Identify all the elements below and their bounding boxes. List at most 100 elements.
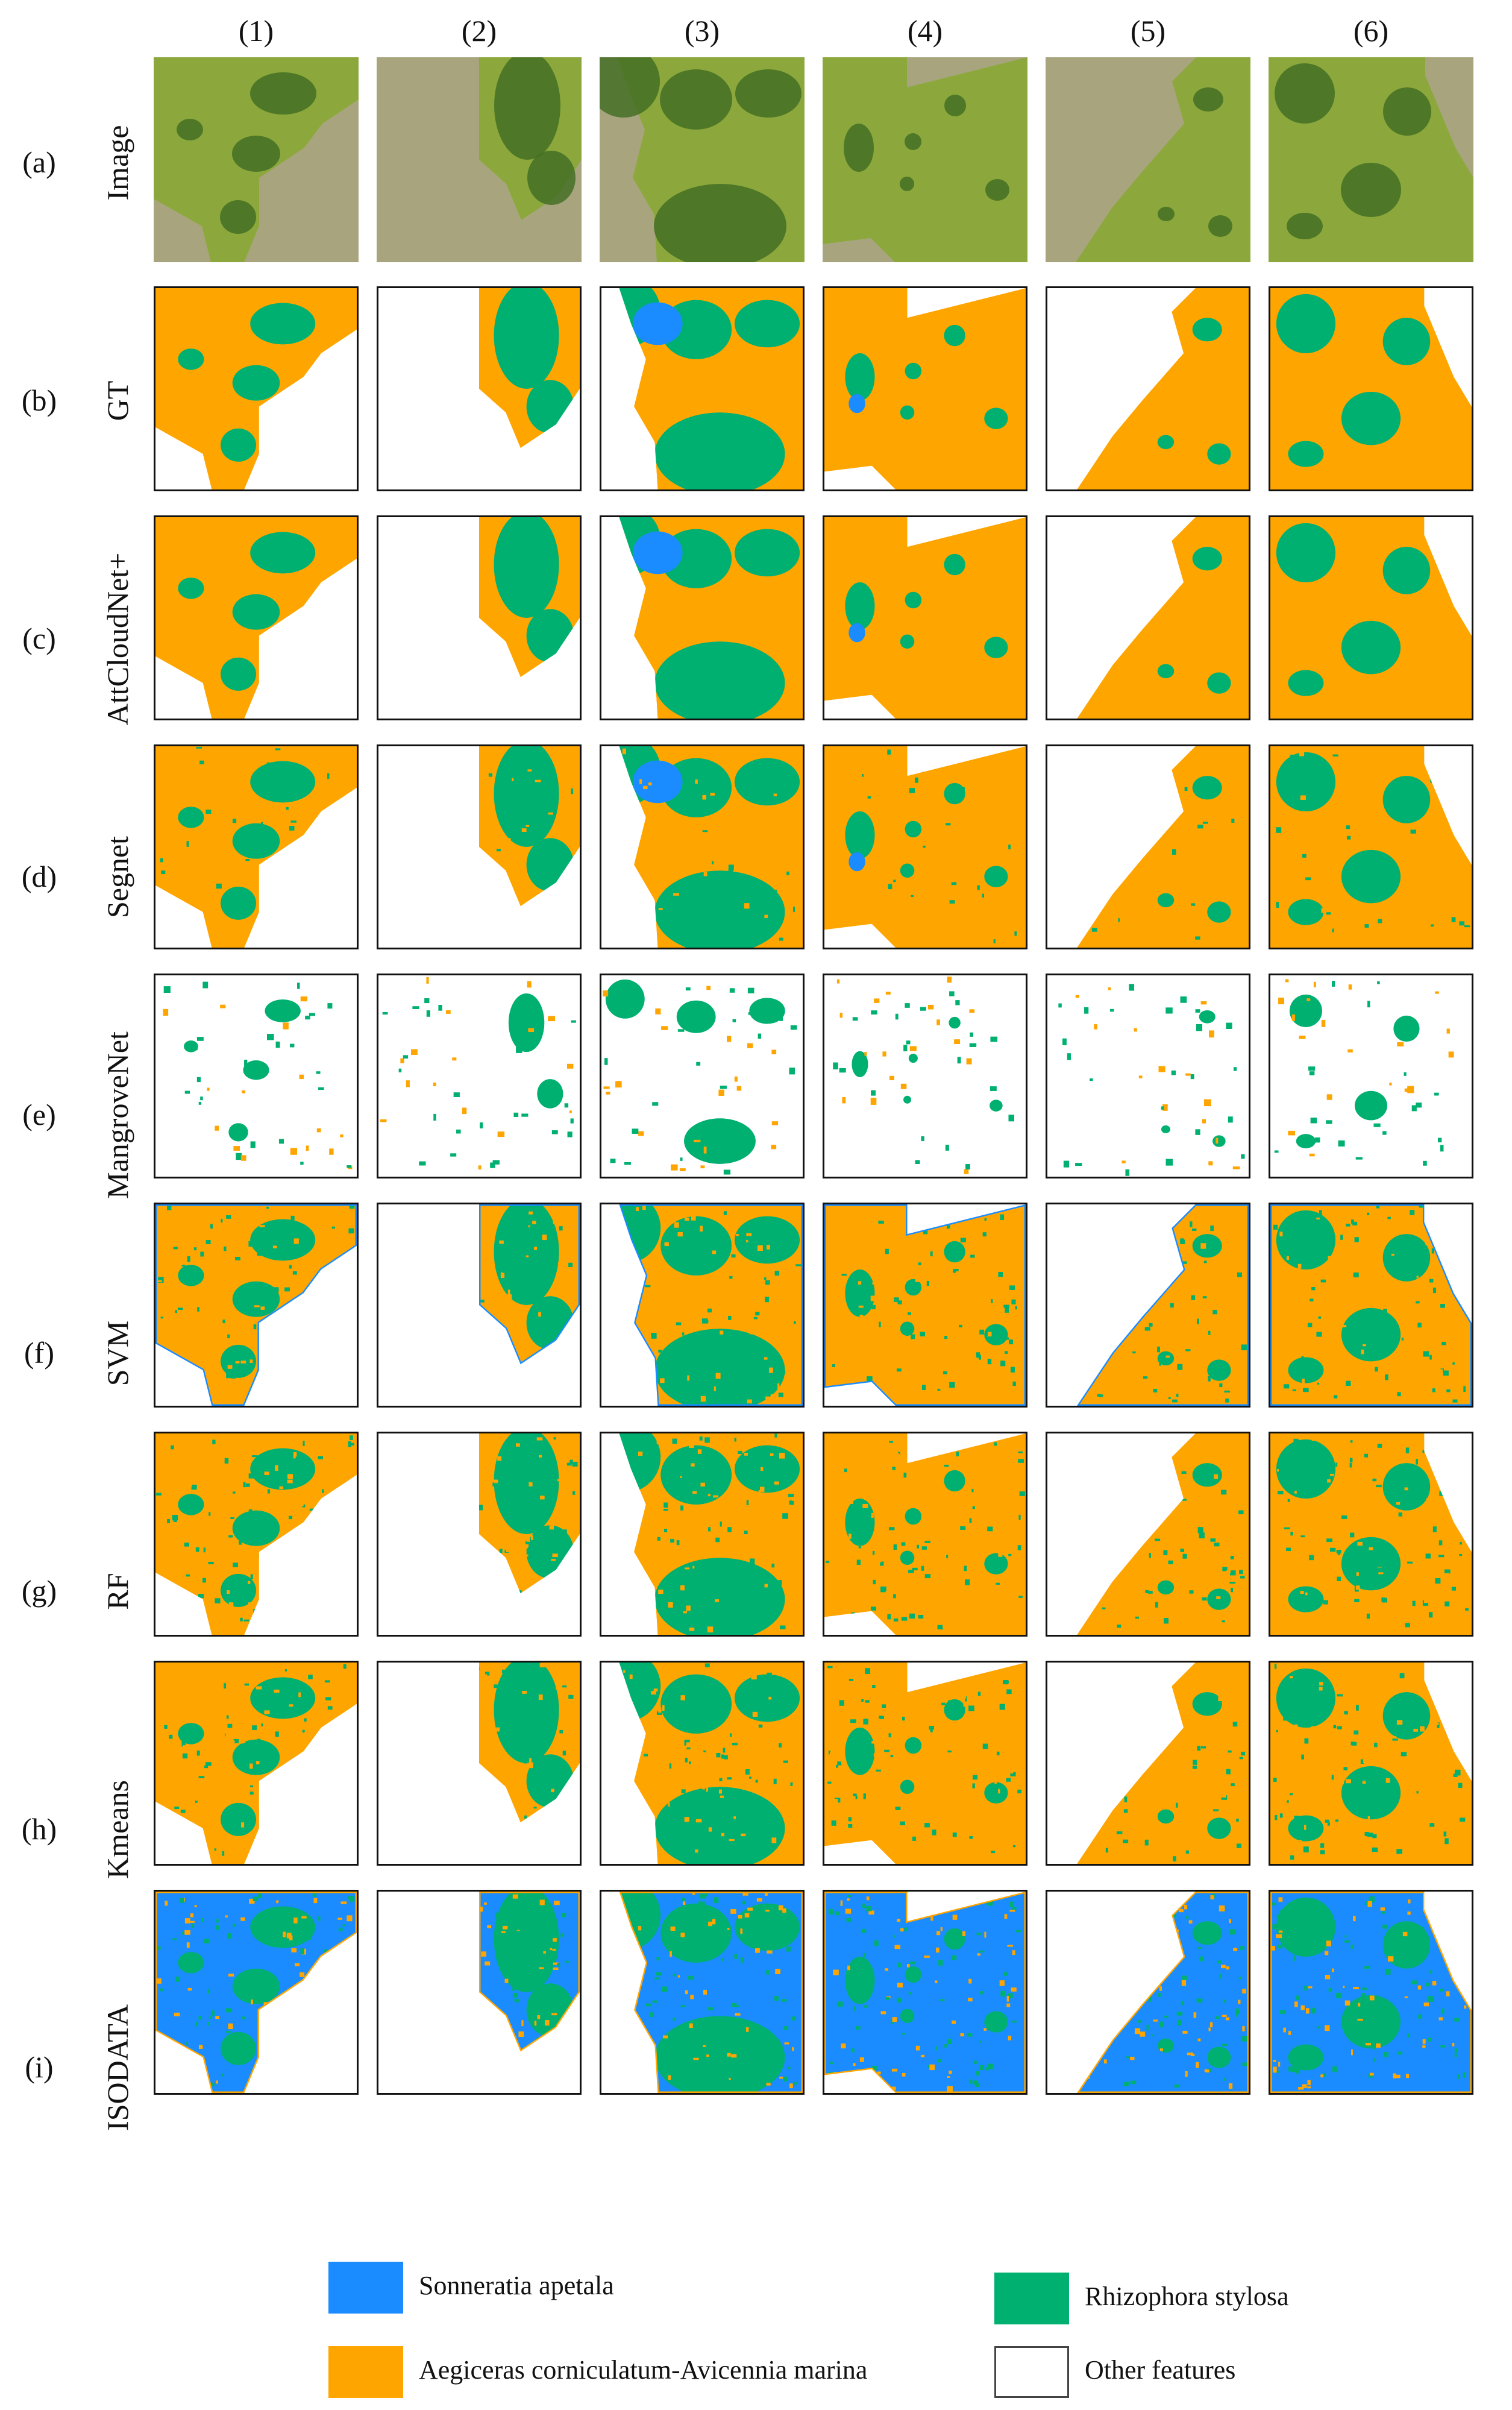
speckle [198, 1348, 203, 1353]
speckle [539, 1967, 544, 1969]
speckle [1307, 1323, 1313, 1327]
rhizophora-region [1207, 443, 1231, 465]
speckle [849, 1500, 853, 1504]
speckle [1126, 2056, 1129, 2059]
speckle [1286, 1547, 1291, 1552]
speckle [272, 1245, 277, 1248]
speckle [901, 1617, 908, 1621]
speckle [1195, 1129, 1200, 1135]
speckle [1412, 1600, 1416, 1606]
speckle [253, 1324, 257, 1330]
speckle [1218, 1810, 1223, 1817]
speckle [246, 1667, 252, 1673]
classification-map-graphic [1047, 517, 1249, 719]
speckle [1277, 1469, 1279, 1472]
speckle [1325, 1380, 1328, 1385]
speckle [936, 1019, 940, 1025]
speckle [209, 1512, 211, 1516]
speckle [750, 1669, 756, 1673]
speckle [1410, 1210, 1415, 1215]
speckle [1273, 1224, 1278, 1230]
other-features-area [378, 1433, 580, 1635]
speckle [982, 1232, 987, 1237]
speckle [703, 1846, 706, 1851]
speckle [1091, 928, 1097, 932]
speckle [782, 1908, 786, 1913]
speckle [1391, 766, 1395, 771]
speckle [569, 1110, 572, 1113]
speckle [1401, 1752, 1407, 1757]
speckle [960, 2033, 964, 2037]
tree-cluster [944, 95, 966, 116]
speckle [895, 853, 900, 860]
speckle [222, 1760, 228, 1763]
speckle [328, 1714, 332, 1719]
speckle [741, 2084, 744, 2088]
speckle [937, 2059, 941, 2063]
speckle [516, 1981, 521, 1987]
speckle [751, 1756, 756, 1760]
speckle [1283, 1715, 1289, 1721]
speckle [1430, 1771, 1434, 1778]
speckle [249, 1785, 254, 1787]
speckle [876, 1239, 879, 1245]
speckle [1425, 1242, 1431, 1245]
speckle [187, 1485, 192, 1487]
speckle [954, 1039, 961, 1045]
speckle [631, 1226, 635, 1230]
speckle [729, 2077, 731, 2080]
speckle [1157, 1346, 1160, 1353]
speckle [1233, 1067, 1237, 1071]
speckle [478, 1907, 483, 1912]
speckle [872, 1685, 876, 1688]
speckle [1273, 2059, 1276, 2062]
speckle [1187, 759, 1191, 763]
speckle [732, 1743, 738, 1746]
speckle [1196, 1998, 1203, 2003]
speckle [950, 1943, 955, 1949]
speckle [674, 1470, 678, 1474]
other-features-area [1270, 1892, 1472, 2093]
rhizophora-region [905, 1737, 922, 1754]
speckle [685, 1217, 689, 1221]
speckle [1464, 2005, 1467, 2009]
speckle [1180, 996, 1187, 1003]
speckle [738, 1291, 742, 1293]
row-letter-b: (b) [21, 383, 57, 417]
speckle [891, 2020, 894, 2024]
speckle [679, 1947, 682, 1952]
speckle [1008, 1115, 1014, 1122]
speckle [1219, 1383, 1223, 1388]
classification-map-graphic [824, 746, 1026, 948]
rhizophora-patch [949, 1016, 961, 1029]
speckle [918, 1262, 921, 1265]
speckle [1301, 1356, 1304, 1362]
speckle [1134, 1849, 1138, 1854]
speckle [251, 1999, 253, 2005]
speckle [1463, 1386, 1466, 1392]
rhizophora-region [1207, 1588, 1231, 1610]
speckle [1428, 1970, 1432, 1974]
speckle [999, 1980, 1005, 1986]
speckle [1446, 1028, 1450, 1034]
speckle [205, 810, 212, 814]
speckle [1159, 2048, 1163, 2051]
speckle [967, 1371, 971, 1375]
speckle [856, 1559, 861, 1565]
tree-cluster [250, 72, 316, 115]
speckle [1164, 1618, 1169, 1624]
classification-map-graphic [1047, 1204, 1249, 1406]
speckle [1356, 1705, 1359, 1711]
speckle [1235, 2009, 1240, 2015]
speckle [1299, 1036, 1306, 1039]
speckle [949, 991, 955, 996]
rhizophora-region [232, 1739, 280, 1775]
speckle [462, 1107, 467, 1115]
speckle [1210, 1895, 1214, 1899]
rhizophora-region [232, 1281, 280, 1317]
speckle [564, 1103, 569, 1108]
speckle [1159, 1361, 1161, 1366]
speckle [180, 1810, 186, 1813]
speckle [1143, 1772, 1146, 1776]
speckle [1144, 1343, 1150, 1348]
